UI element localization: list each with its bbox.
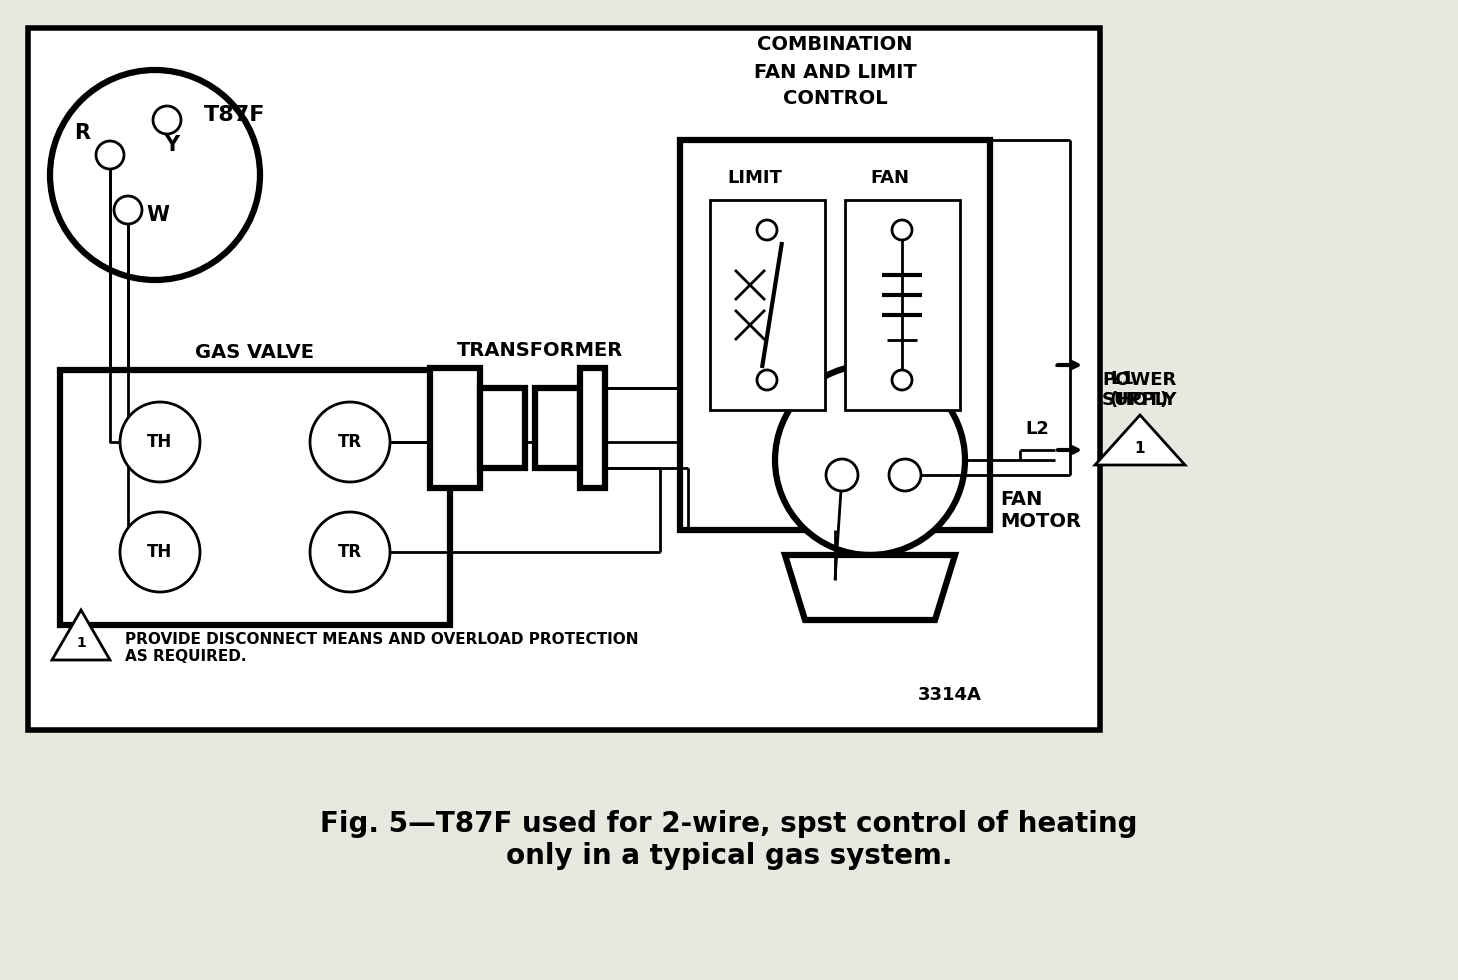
Text: COMBINATION: COMBINATION (757, 35, 913, 55)
Text: Y: Y (165, 135, 179, 155)
Circle shape (889, 459, 921, 491)
Text: TH: TH (147, 433, 172, 451)
Text: TR: TR (338, 433, 362, 451)
Text: L2: L2 (1025, 420, 1048, 438)
Bar (28, 28, 1099, 730)
Circle shape (120, 402, 200, 482)
Text: L1
(HOT): L1 (HOT) (1110, 370, 1169, 409)
Text: FAN: FAN (870, 169, 910, 187)
Circle shape (114, 196, 141, 224)
Text: T87F: T87F (204, 105, 265, 125)
Circle shape (892, 370, 913, 390)
Text: PROVIDE DISCONNECT MEANS AND OVERLOAD PROTECTION
AS REQUIRED.: PROVIDE DISCONNECT MEANS AND OVERLOAD PR… (125, 632, 639, 664)
Circle shape (96, 141, 124, 169)
Circle shape (311, 402, 389, 482)
Text: 1: 1 (1134, 440, 1145, 456)
Text: 1: 1 (76, 636, 86, 650)
Bar (846, 200, 959, 410)
Text: POWER
SUPPLY: POWER SUPPLY (1102, 370, 1178, 410)
Bar (679, 140, 990, 530)
Circle shape (892, 220, 913, 240)
Text: GAS VALVE: GAS VALVE (195, 342, 315, 362)
Circle shape (50, 70, 260, 280)
Text: W: W (146, 205, 169, 225)
Circle shape (757, 370, 777, 390)
Bar (580, 368, 605, 488)
Bar (480, 388, 525, 468)
Circle shape (153, 106, 181, 134)
Circle shape (776, 365, 965, 555)
Bar (710, 200, 825, 410)
Text: CONTROL: CONTROL (783, 88, 888, 108)
Text: TRANSFORMER: TRANSFORMER (456, 340, 623, 360)
Text: FAN AND LIMIT: FAN AND LIMIT (754, 63, 917, 81)
Text: Fig. 5—T87F used for 2-wire, spst control of heating
only in a typical gas syste: Fig. 5—T87F used for 2-wire, spst contro… (321, 810, 1137, 870)
Text: TH: TH (147, 543, 172, 561)
Circle shape (757, 220, 777, 240)
Bar (60, 370, 451, 625)
Text: 3314A: 3314A (919, 686, 981, 704)
Text: TR: TR (338, 543, 362, 561)
Circle shape (827, 459, 857, 491)
Circle shape (311, 512, 389, 592)
Text: FAN
MOTOR: FAN MOTOR (1000, 489, 1080, 530)
Bar (430, 368, 480, 488)
Polygon shape (784, 555, 955, 620)
Circle shape (120, 512, 200, 592)
Polygon shape (52, 610, 109, 660)
Polygon shape (1095, 415, 1185, 465)
Bar (535, 388, 580, 468)
Text: R: R (74, 123, 90, 143)
Text: LIMIT: LIMIT (728, 169, 783, 187)
